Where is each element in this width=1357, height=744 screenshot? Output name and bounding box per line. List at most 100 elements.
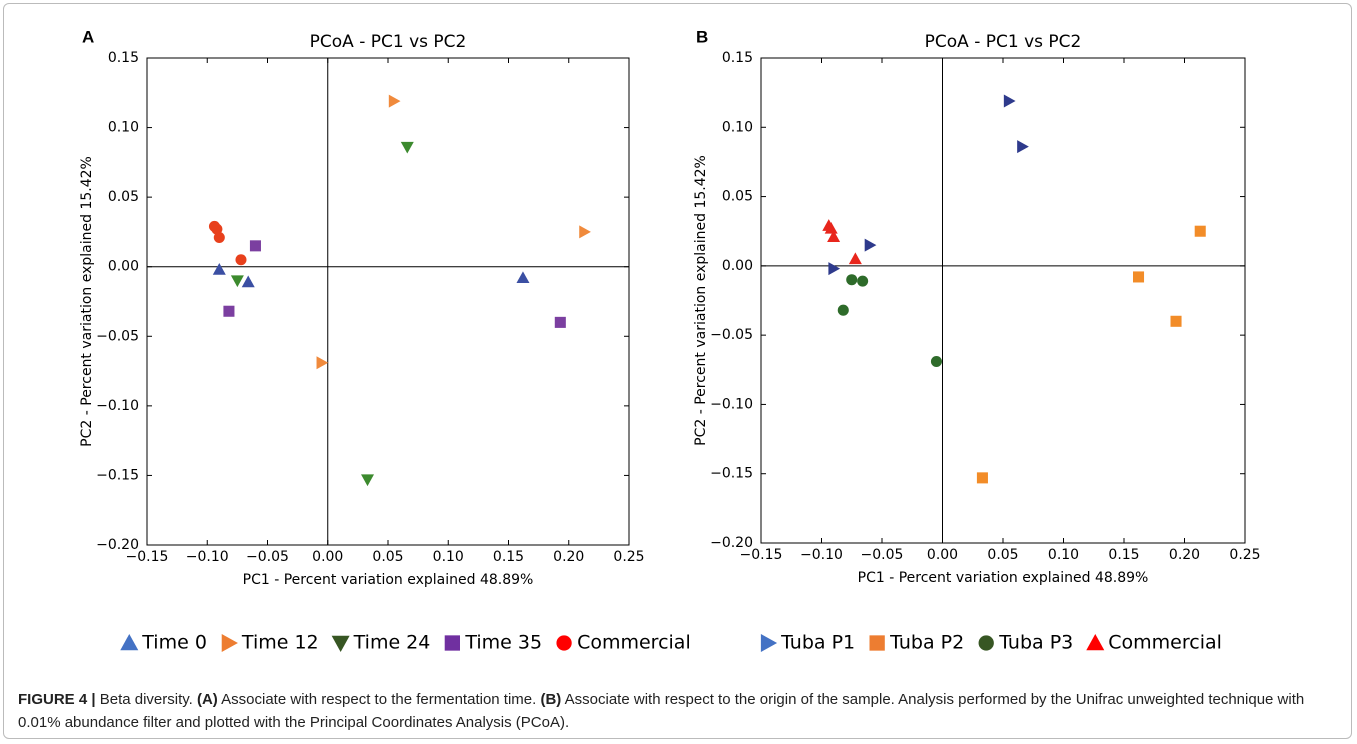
data-point	[241, 275, 255, 288]
data-point	[846, 274, 858, 286]
plot-frame	[146, 57, 630, 546]
legend-label: Tuba P2	[889, 632, 964, 654]
legend: Tuba P1 Tuba P2 Tuba P3 Commercial	[760, 632, 1222, 654]
y-tick-label: 0.05	[108, 189, 139, 205]
y-tick-label: −0.20	[710, 535, 753, 551]
x-tick-label: −0.05	[246, 549, 289, 565]
x-tick-label: 0.10	[1048, 547, 1079, 563]
x-tick-label: −0.10	[186, 549, 229, 565]
caption: FIGURE 4 | Beta diversity. (A) Associate…	[18, 688, 1338, 734]
data-point	[235, 254, 247, 266]
legend-label: Commercial	[1108, 632, 1222, 654]
data-point	[388, 94, 401, 108]
data-point	[1132, 271, 1145, 283]
data-point	[230, 275, 244, 288]
y-tick-label: 0.10	[722, 119, 753, 135]
caption-segment: (B)	[540, 691, 562, 708]
chart-title: PCoA - PC1 vs PC2	[310, 32, 467, 52]
data-point	[211, 223, 223, 235]
data-point	[249, 240, 261, 252]
y-tick-label: 0.00	[108, 259, 139, 275]
x-tick-label: −0.15	[126, 549, 169, 565]
data-point	[857, 275, 869, 287]
figure-frame	[3, 3, 1352, 739]
caption-segment: Associate with respect to the fermentati…	[221, 691, 537, 708]
legend-marker	[120, 634, 139, 651]
y-tick-label: −0.05	[710, 327, 753, 343]
data-point	[848, 252, 862, 265]
y-tick-label: −0.10	[96, 398, 139, 414]
legend-label: Commercial	[577, 632, 691, 654]
y-tick-label: 0.05	[722, 189, 753, 205]
x-tick-label: 0.05	[987, 547, 1018, 563]
x-tick-label: 0.20	[1169, 547, 1200, 563]
y-axis-label: PC2 - Percent variation explained 15.42%	[79, 156, 95, 447]
y-tick-label: 0.15	[108, 50, 139, 66]
legend-label: Time 24	[353, 632, 431, 654]
x-tick-label: 0.15	[493, 549, 524, 565]
y-tick-label: −0.05	[96, 328, 139, 344]
y-tick-label: −0.15	[96, 467, 139, 483]
data-point	[213, 231, 225, 244]
legend-marker	[760, 634, 778, 652]
legend-marker	[221, 634, 238, 652]
data-point	[1003, 94, 1016, 108]
legend-label: Tuba P1	[780, 632, 855, 654]
data-point	[1017, 140, 1029, 154]
data-point	[864, 238, 877, 252]
data-point	[828, 262, 841, 276]
legend-label: Time 0	[141, 632, 207, 654]
y-axis-label: PC2 - Percent variation explained 15.42%	[693, 155, 709, 446]
y-tick-label: 0.00	[722, 258, 753, 274]
x-tick-label: −0.10	[800, 547, 843, 563]
y-tick-label: 0.15	[722, 50, 753, 66]
chart-title: PCoA - PC1 vs PC2	[925, 32, 1082, 52]
data-point	[516, 271, 530, 284]
caption-segment: (A)	[196, 691, 218, 708]
panel-letter: B	[696, 27, 708, 46]
legend-marker	[1086, 634, 1105, 651]
y-tick-label: −0.15	[710, 466, 753, 482]
data-point	[579, 225, 591, 239]
x-tick-label: −0.05	[861, 547, 904, 563]
caption-label: FIGURE 4 |	[18, 691, 96, 708]
legend-marker	[556, 635, 572, 651]
data-point	[554, 316, 566, 328]
data-point	[212, 262, 226, 275]
x-tick-label: 0.20	[553, 549, 584, 565]
figure: A PCoA - PC1 vs PC2 −0.15 −0.10 −0.05 0.00 0.0…	[79, 27, 1261, 654]
legend-label: Tuba P3	[998, 632, 1073, 654]
data-point	[824, 221, 838, 234]
data-point	[361, 474, 375, 487]
x-tick-label: 0.25	[613, 549, 644, 565]
data-point	[1194, 225, 1206, 237]
legend-marker	[331, 635, 350, 652]
x-tick-label: 0.00	[312, 549, 343, 565]
plot-frame	[760, 57, 1246, 544]
data-point	[223, 305, 235, 317]
y-tick-label: −0.10	[710, 396, 753, 412]
caption-segment: Associate with respect to the origin of …	[18, 691, 1305, 731]
data-point	[316, 356, 329, 370]
data-point	[976, 472, 988, 484]
y-tick-label: −0.20	[96, 537, 139, 553]
data-point	[837, 304, 849, 316]
x-tick-label: 0.25	[1229, 547, 1260, 563]
legend-marker	[444, 635, 461, 651]
x-axis-label: PC1 - Percent variation explained 48.89%	[858, 570, 1149, 586]
legend-marker	[869, 635, 885, 651]
legend-label: Time 35	[464, 632, 542, 654]
x-tick-label: 0.10	[433, 549, 464, 565]
y-tick-label: 0.10	[108, 120, 139, 136]
data-point	[400, 141, 414, 154]
x-tick-label: 0.05	[372, 549, 403, 565]
caption-segment: Beta diversity.	[99, 691, 193, 708]
x-tick-label: 0.00	[927, 547, 958, 563]
panel-letter: A	[82, 27, 94, 46]
data-point	[827, 230, 841, 242]
x-axis-label: PC1 - Percent variation explained 48.89%	[243, 572, 534, 588]
data-point	[930, 355, 942, 367]
legend-label: Time 12	[241, 632, 319, 654]
data-point	[1170, 315, 1182, 327]
